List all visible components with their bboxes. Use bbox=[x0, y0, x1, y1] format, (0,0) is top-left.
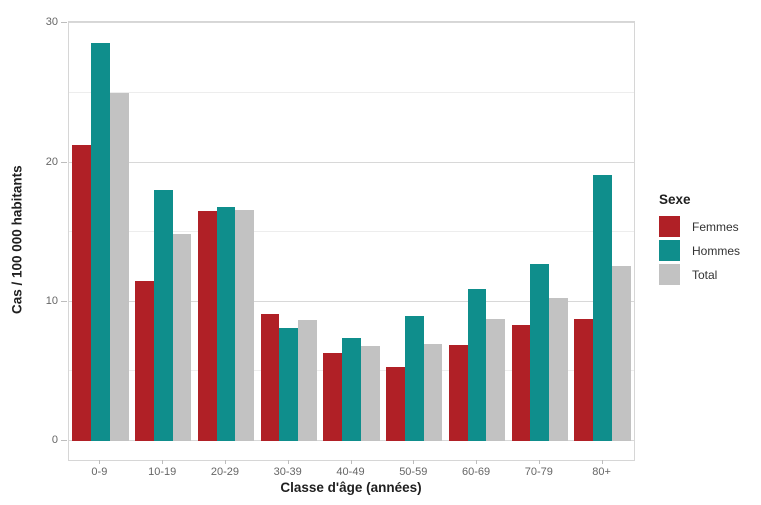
legend-item-total: Total bbox=[659, 264, 759, 285]
x-tick-label-50-59: 50-59 bbox=[399, 466, 428, 478]
y-tick-mark-10 bbox=[61, 300, 67, 302]
bar-total-30-39 bbox=[298, 319, 317, 441]
bar-hommes-20-29 bbox=[216, 207, 236, 441]
legend-item-femmes: Femmes bbox=[659, 216, 759, 237]
bar-hommes-0-9 bbox=[90, 42, 110, 441]
bar-hommes-10-19 bbox=[153, 190, 173, 441]
y-tick-mark-20 bbox=[61, 161, 67, 163]
x-tick-mark-20-29 bbox=[224, 460, 226, 464]
x-tick-mark-50-59 bbox=[413, 460, 415, 464]
x-tick-mark-80plus bbox=[601, 460, 603, 464]
bar-femmes-40-49 bbox=[323, 353, 343, 441]
x-tick-label-70-79: 70-79 bbox=[524, 466, 553, 478]
bar-hommes-30-39 bbox=[279, 328, 299, 441]
y-axis-title: Cas / 100 000 habitants bbox=[9, 165, 25, 315]
y-tick-mark-30 bbox=[61, 22, 67, 24]
bar-hommes-80plus bbox=[593, 175, 612, 441]
legend-label-hommes: Hommes bbox=[692, 243, 741, 258]
y-tick-label-20: 20 bbox=[45, 155, 58, 168]
bar-total-20-29 bbox=[235, 209, 255, 441]
x-tick-label-40-49: 40-49 bbox=[336, 466, 365, 478]
bar-total-70-79 bbox=[549, 297, 569, 441]
x-tick-label-20-29: 20-29 bbox=[210, 466, 239, 478]
bar-hommes-40-49 bbox=[342, 338, 361, 441]
bar-femmes-30-39 bbox=[260, 314, 280, 441]
bar-femmes-50-59 bbox=[386, 367, 405, 441]
bar-total-0-9 bbox=[109, 93, 129, 441]
x-tick-mark-70-79 bbox=[538, 460, 540, 464]
minor-gridline-y-25 bbox=[69, 92, 634, 93]
legend-swatch-femmes bbox=[659, 216, 680, 237]
bar-total-10-19 bbox=[172, 233, 192, 441]
x-tick-label-30-39: 30-39 bbox=[273, 466, 302, 478]
legend-swatch-hommes bbox=[659, 240, 680, 261]
x-tick-mark-0-9 bbox=[99, 460, 101, 464]
legend: Sexe Femmes Hommes Total bbox=[659, 192, 759, 288]
x-tick-label-10-19: 10-19 bbox=[148, 466, 177, 478]
legend-items: Femmes Hommes Total bbox=[659, 216, 759, 285]
x-tick-mark-30-39 bbox=[287, 460, 289, 464]
legend-label-femmes: Femmes bbox=[692, 219, 739, 234]
legend-swatch-total bbox=[659, 264, 680, 285]
major-gridline-y-20 bbox=[69, 161, 634, 163]
minor-gridline-y-15 bbox=[69, 231, 634, 233]
y-tick-label-30: 30 bbox=[45, 16, 58, 29]
legend-label-total: Total bbox=[692, 267, 718, 282]
legend-title: Sexe bbox=[659, 192, 691, 207]
x-tick-label-80plus: 80+ bbox=[592, 466, 611, 478]
bar-femmes-20-29 bbox=[197, 211, 217, 441]
bar-femmes-70-79 bbox=[511, 325, 531, 441]
bar-total-50-59 bbox=[423, 343, 443, 441]
y-tick-mark-0 bbox=[61, 440, 67, 441]
bar-total-80plus bbox=[612, 265, 631, 441]
x-tick-mark-10-19 bbox=[162, 460, 164, 464]
x-tick-label-60-69: 60-69 bbox=[461, 466, 491, 478]
bar-femmes-80plus bbox=[574, 318, 594, 441]
x-tick-mark-60-69 bbox=[476, 460, 478, 464]
bar-femmes-0-9 bbox=[72, 144, 91, 441]
legend-item-hommes: Hommes bbox=[659, 240, 759, 261]
x-tick-label-0-9: 0-9 bbox=[91, 466, 108, 478]
bar-femmes-60-69 bbox=[448, 344, 468, 441]
bar-hommes-60-69 bbox=[467, 289, 487, 441]
major-gridline-y-30 bbox=[69, 22, 634, 24]
bar-hommes-70-79 bbox=[530, 264, 550, 441]
bar-femmes-10-19 bbox=[134, 280, 154, 441]
plot-panel bbox=[68, 21, 635, 461]
major-gridline-y-10 bbox=[69, 300, 634, 302]
x-tick-mark-40-49 bbox=[350, 460, 352, 464]
y-tick-label-0: 0 bbox=[51, 434, 58, 446]
bar-total-40-49 bbox=[360, 346, 380, 441]
x-axis-title: Classe d'âge (années) bbox=[280, 480, 422, 495]
bar-total-60-69 bbox=[486, 318, 506, 441]
bar-hommes-50-59 bbox=[404, 315, 424, 441]
y-tick-label-10: 10 bbox=[45, 294, 58, 307]
